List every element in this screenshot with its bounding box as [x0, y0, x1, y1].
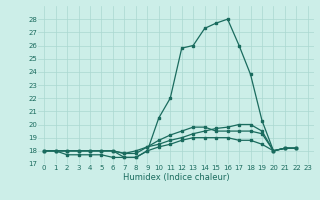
- X-axis label: Humidex (Indice chaleur): Humidex (Indice chaleur): [123, 173, 229, 182]
